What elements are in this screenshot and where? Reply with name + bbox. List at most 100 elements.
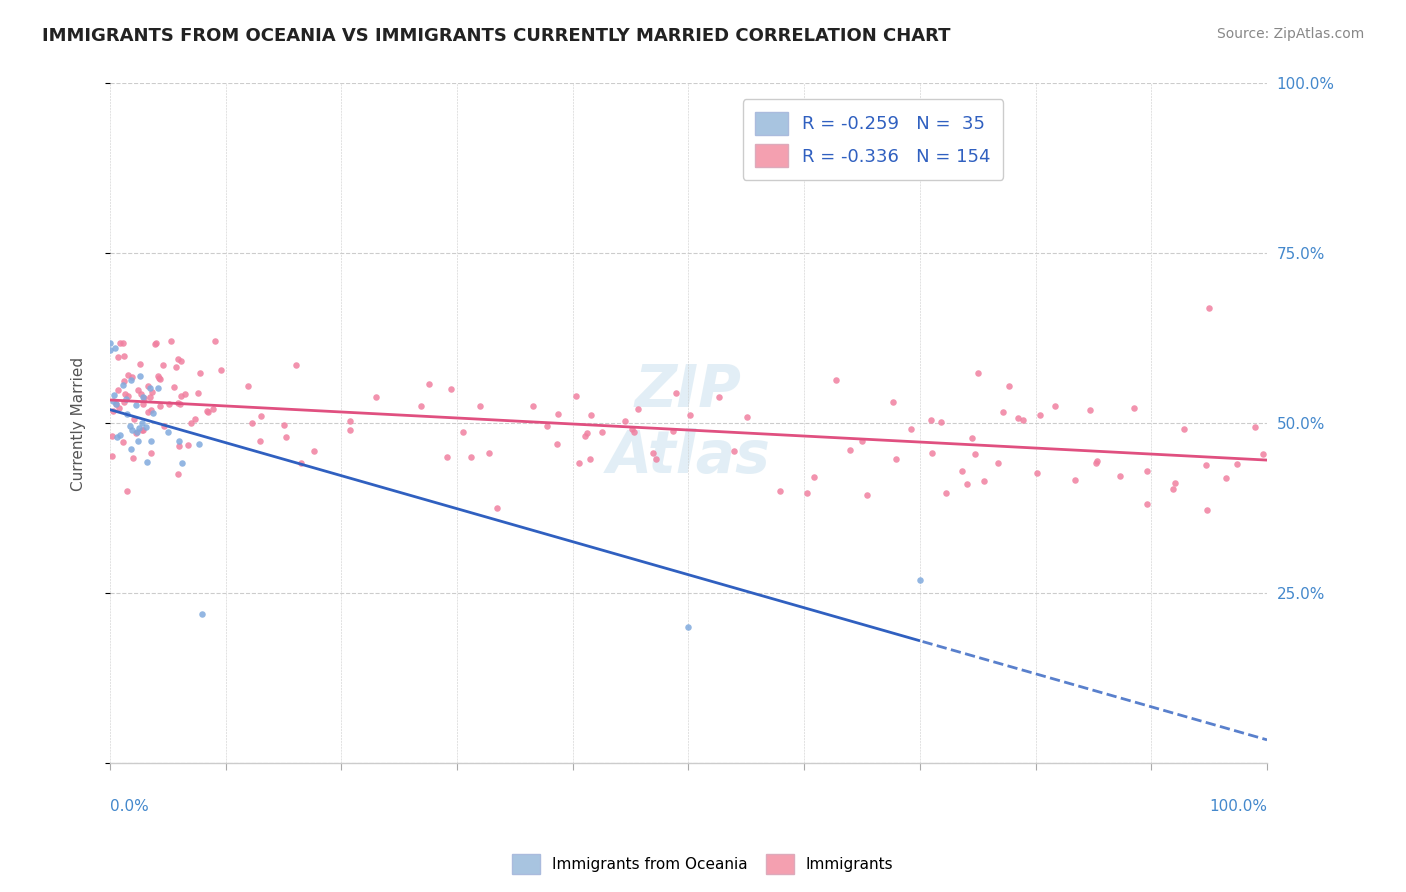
Point: [141, 407, 163, 421]
Point: [105, 430, 128, 444]
Point: [101, 404, 124, 418]
Point: [187, 386, 209, 401]
Point: [851, 434, 873, 449]
Point: [796, 486, 818, 500]
Point: [679, 408, 702, 422]
Point: [451, 425, 474, 439]
Point: [187, 436, 209, 450]
Point: [104, 341, 127, 355]
Point: [546, 437, 568, 451]
Point: [131, 423, 153, 437]
Point: [108, 336, 131, 351]
Point: [290, 456, 312, 470]
Point: [856, 488, 879, 502]
Point: [127, 383, 149, 397]
Y-axis label: Currently Married: Currently Married: [72, 357, 86, 491]
Point: [129, 357, 152, 371]
Point: [132, 391, 155, 405]
Point: [129, 368, 152, 383]
Text: IMMIGRANTS FROM OCEANIA VS IMMIGRANTS CURRENTLY MARRIED CORRELATION CHART: IMMIGRANTS FROM OCEANIA VS IMMIGRANTS CU…: [42, 27, 950, 45]
Point: [661, 425, 683, 439]
Point: [157, 396, 180, 410]
Point: [204, 334, 226, 348]
Point: [114, 386, 136, 401]
Point: [160, 334, 183, 348]
Point: [274, 430, 297, 444]
Point: [156, 425, 179, 440]
Point: [998, 378, 1021, 392]
Point: [1226, 457, 1249, 471]
Point: [285, 358, 308, 372]
Point: [249, 434, 271, 448]
Point: [148, 371, 170, 385]
Point: [146, 369, 169, 384]
Point: [1007, 411, 1029, 425]
Point: [115, 392, 138, 406]
Point: [209, 363, 232, 377]
Text: 0.0%: 0.0%: [110, 799, 149, 814]
Point: [103, 388, 125, 402]
Text: ZIP
Atlas: ZIP Atlas: [606, 362, 770, 485]
Point: [100, 449, 122, 463]
Point: [170, 354, 193, 368]
Point: [167, 351, 190, 366]
Point: [1026, 466, 1049, 480]
Point: [141, 446, 163, 460]
Point: [1136, 464, 1159, 478]
Point: [201, 402, 224, 417]
Point: [935, 485, 957, 500]
Point: [591, 425, 613, 439]
Point: [576, 425, 599, 440]
Point: [145, 336, 167, 351]
Point: [167, 439, 190, 453]
Point: [339, 423, 361, 437]
Point: [112, 435, 135, 450]
Point: [145, 336, 167, 351]
Point: [136, 378, 159, 392]
Point: [478, 445, 501, 459]
Text: 100.0%: 100.0%: [1209, 799, 1267, 814]
Point: [191, 607, 214, 621]
Point: [112, 395, 135, 409]
Point: [1043, 399, 1066, 413]
Point: [139, 403, 162, 417]
Point: [950, 464, 973, 478]
Point: [882, 394, 904, 409]
Point: [1253, 447, 1275, 461]
Point: [411, 399, 433, 413]
Point: [169, 389, 191, 403]
Point: [132, 390, 155, 404]
Point: [418, 376, 440, 391]
Point: [1122, 401, 1144, 415]
Point: [183, 411, 205, 425]
Point: [803, 469, 825, 483]
Point: [152, 358, 174, 372]
Point: [1215, 471, 1237, 485]
Point: [579, 452, 602, 467]
Point: [769, 483, 792, 498]
Point: [824, 374, 846, 388]
Point: [1109, 468, 1132, 483]
Point: [188, 366, 211, 380]
Point: [485, 501, 508, 516]
Point: [238, 378, 260, 392]
Point: [108, 427, 131, 442]
Point: [197, 405, 219, 419]
Point: [132, 423, 155, 437]
Point: [128, 421, 150, 435]
Point: [115, 483, 138, 498]
Point: [460, 450, 482, 464]
Point: [574, 429, 596, 443]
Point: [177, 438, 200, 452]
Point: [723, 443, 745, 458]
Point: [1011, 413, 1033, 427]
Point: [1085, 456, 1108, 470]
Point: [108, 401, 131, 415]
Point: [1173, 422, 1195, 436]
Point: [955, 476, 977, 491]
Point: [536, 419, 558, 434]
Point: [118, 419, 141, 434]
Point: [127, 434, 149, 448]
Point: [987, 456, 1010, 470]
Point: [100, 336, 122, 351]
